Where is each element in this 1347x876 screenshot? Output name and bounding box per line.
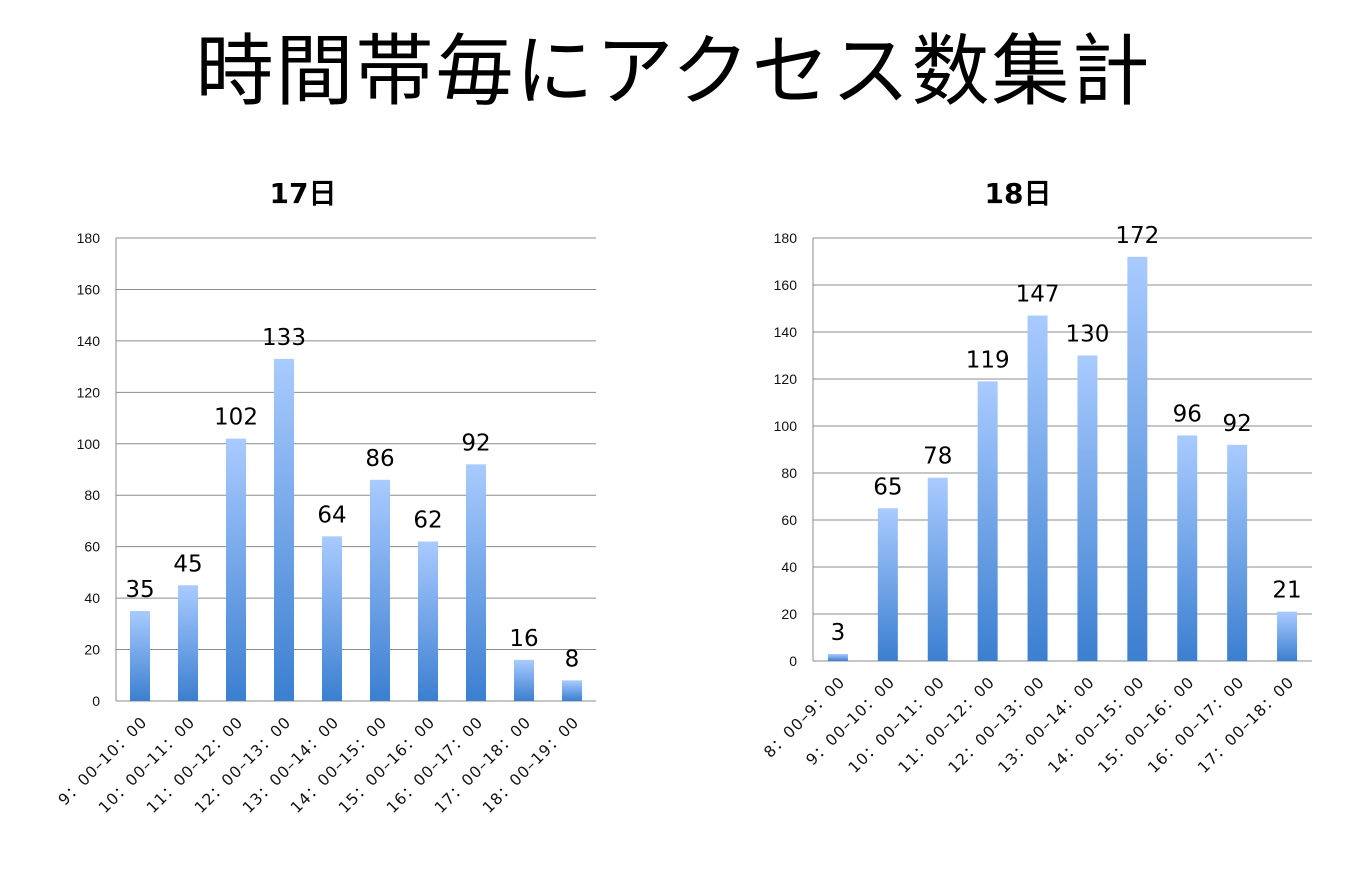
chart-18-bar: [1277, 611, 1298, 661]
chart-17-ytick-label: 140: [77, 333, 101, 349]
chart-18-ytick-label: 140: [774, 324, 798, 340]
chart-18-data-label: 3: [831, 620, 846, 646]
chart-17-ytick-label: 0: [92, 693, 100, 709]
chart-17-data-label: 92: [461, 430, 490, 456]
chart-18-bar: [827, 653, 848, 661]
chart-17-data-label: 62: [413, 508, 442, 534]
chart-18-data-label: 92: [1223, 411, 1252, 437]
chart-17-data-label: 16: [509, 626, 538, 652]
chart-18-ytick-label: 20: [781, 606, 797, 622]
chart-18-xtick-label: 9：00–10：00: [803, 673, 899, 769]
chart-18-data-label: 130: [1065, 322, 1109, 348]
chart-18-ytick-label: 0: [789, 653, 797, 669]
chart-18-bar: [1127, 256, 1148, 661]
chart-17-ytick-label: 20: [84, 642, 100, 658]
chart-17-bar: [562, 680, 582, 701]
chart-18-bar: [977, 381, 998, 661]
chart-18-bar: [927, 477, 948, 661]
chart-17-ytick-label: 100: [77, 436, 101, 452]
chart-17-data-label: 45: [173, 551, 202, 577]
chart-18-xtick-label: 17：00–18：00: [1194, 673, 1298, 777]
chart-18-bar: [877, 508, 898, 661]
chart-18-data-label: 65: [873, 474, 902, 500]
chart-17-ytick-label: 40: [84, 590, 100, 606]
chart-18-bar: [1227, 444, 1248, 661]
chart-18-data-label: 119: [966, 347, 1010, 373]
chart-18-data-label: 78: [923, 444, 952, 470]
page-title: 時間帯毎にアクセス数集計: [195, 27, 1152, 117]
chart-17-ytick-label: 60: [84, 539, 100, 555]
chart-17-data-label: 133: [262, 325, 306, 351]
chart-17-data-label: 86: [365, 446, 394, 472]
chart-18-ytick-label: 160: [774, 277, 798, 293]
chart-17-data-label: 8: [565, 646, 580, 672]
chart-17-bar: [226, 438, 246, 701]
chart-17-data-label: 102: [214, 405, 258, 431]
chart-18-data-label: 147: [1016, 282, 1060, 308]
chart-17-bar: [418, 541, 438, 701]
chart-17-bar: [514, 659, 534, 701]
chart-18-title: 18日: [985, 177, 1052, 210]
chart-17-bar: [130, 610, 150, 701]
chart-17-ytick-label: 80: [84, 487, 100, 503]
chart-17-ytick-label: 180: [77, 230, 101, 246]
chart-18-ytick-label: 40: [781, 559, 797, 575]
chart-18-bar: [1077, 355, 1098, 661]
chart-18-data-label: 172: [1115, 223, 1159, 249]
chart-18-data-label: 21: [1272, 578, 1301, 604]
chart-17-bar: [274, 358, 294, 701]
chart-18-data-label: 96: [1173, 401, 1202, 427]
chart-17-bar: [178, 585, 198, 701]
chart-17-bar: [322, 536, 342, 701]
chart-18-ytick-label: 120: [774, 371, 798, 387]
chart-17-title: 17日: [270, 177, 337, 210]
chart-18-ytick-label: 100: [774, 418, 798, 434]
chart-17-ytick-label: 160: [77, 281, 101, 297]
chart-17-data-label: 64: [317, 502, 346, 528]
chart-18-ytick-label: 180: [774, 230, 798, 246]
chart-18-ytick-label: 60: [781, 512, 797, 528]
chart-17-bar: [370, 479, 390, 701]
chart-18-bar: [1027, 315, 1048, 661]
chart-17-data-label: 35: [125, 577, 154, 603]
chart-18-ytick-label: 80: [781, 465, 797, 481]
chart-18-bar: [1177, 435, 1198, 661]
chart-17-bar: [466, 464, 486, 701]
chart-17-ytick-label: 120: [77, 384, 101, 400]
